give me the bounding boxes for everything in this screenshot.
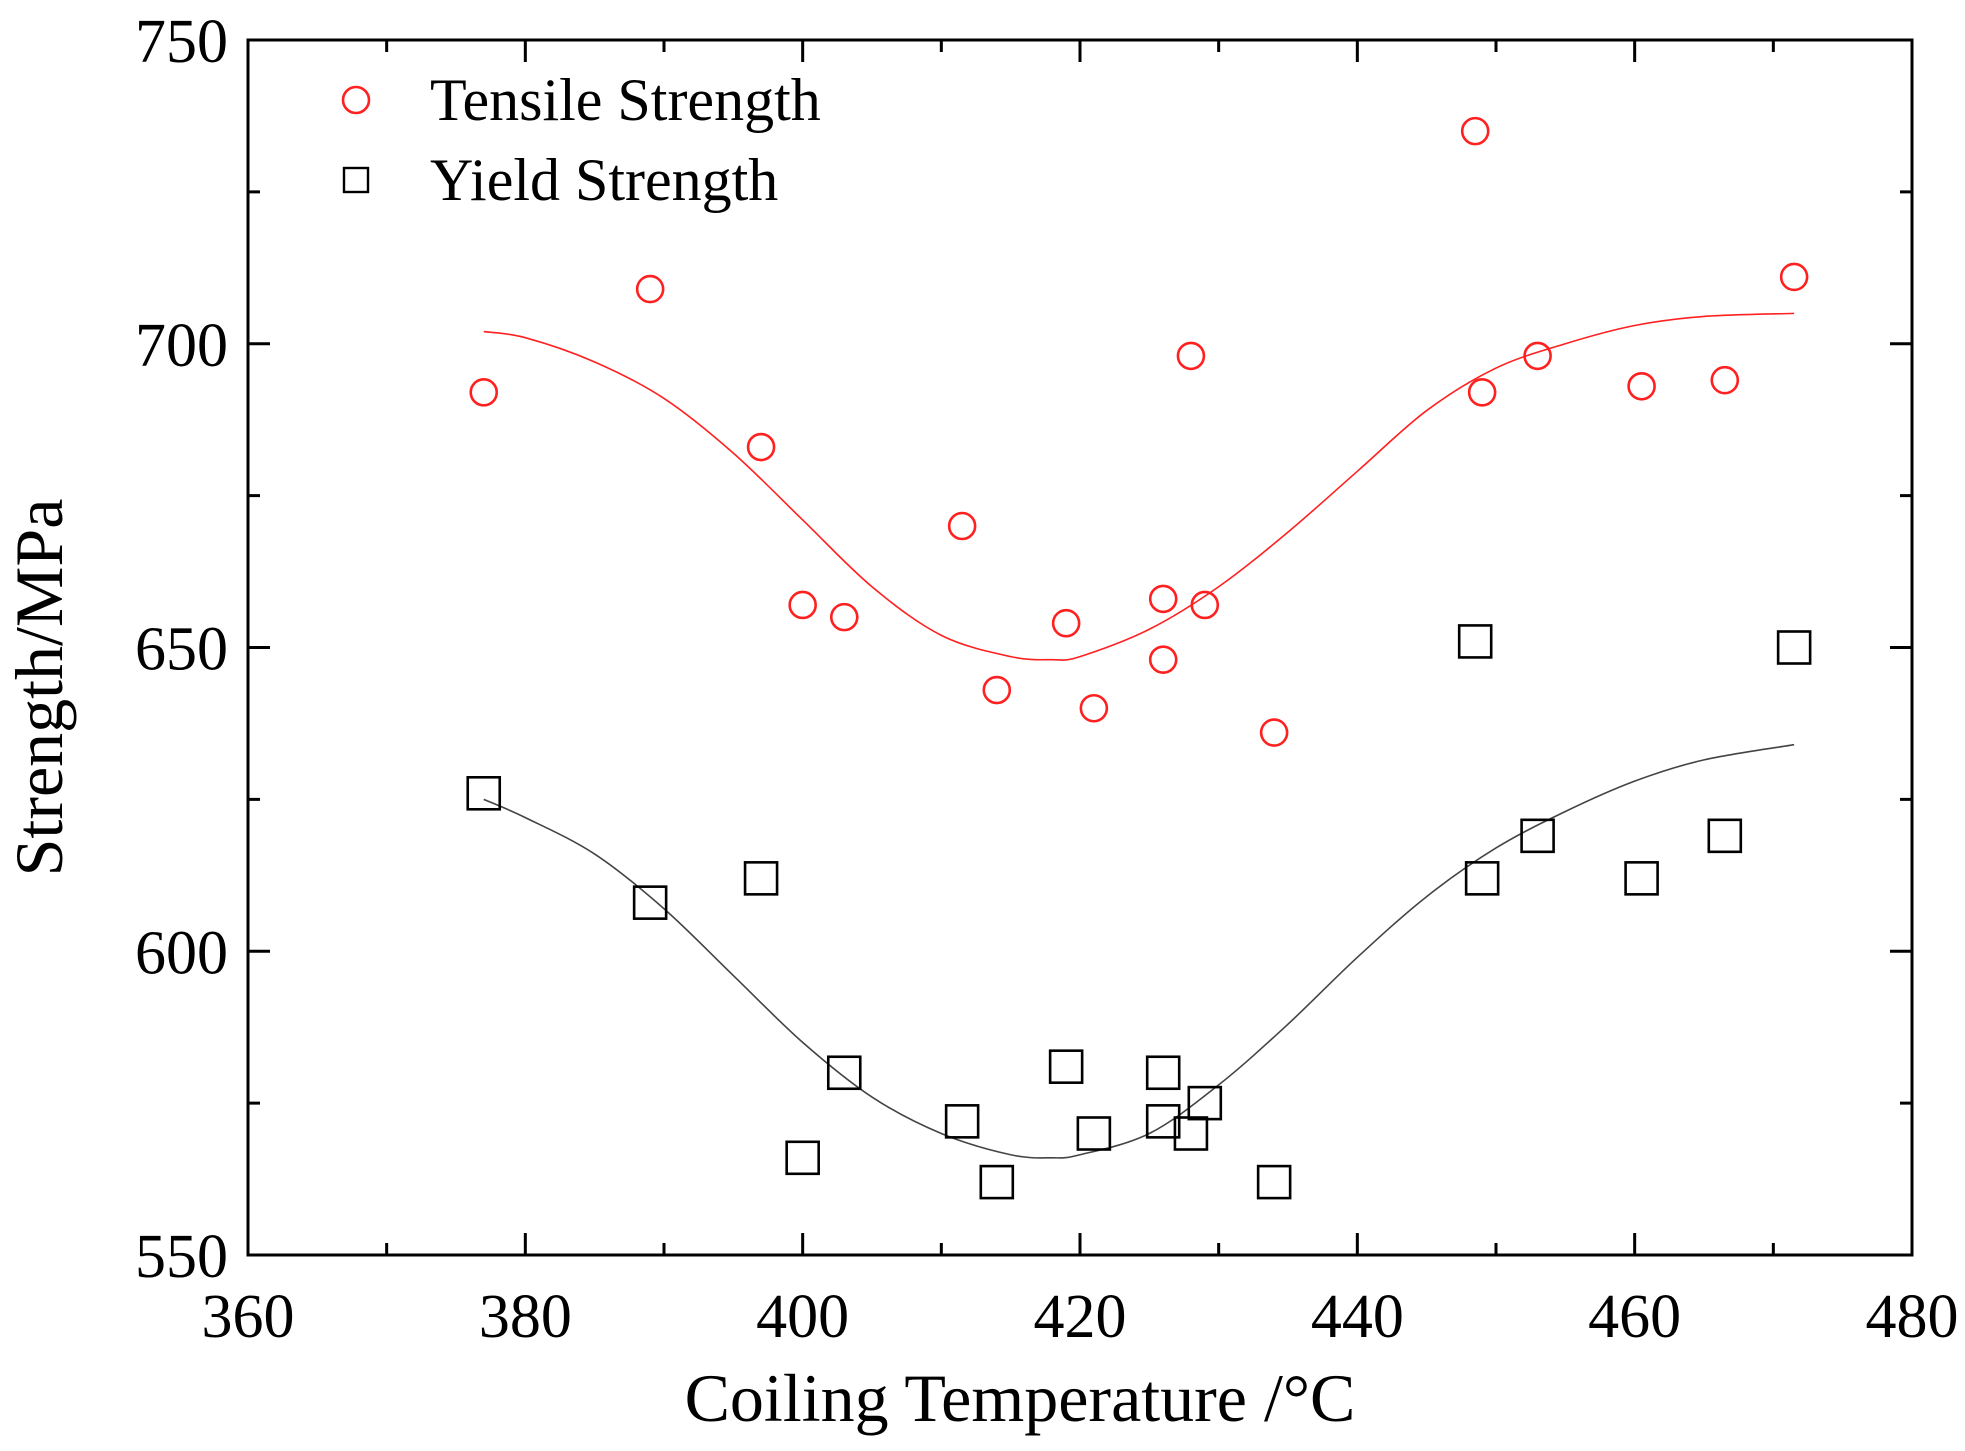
tensile-strength-point: [1627, 371, 1656, 401]
yield-strength-point: [1776, 630, 1812, 665]
tensile-strength-point: [635, 274, 665, 304]
x-tick-label: 420: [1034, 1283, 1127, 1351]
yield-strength-point: [632, 885, 668, 920]
x-tick-label: 460: [1588, 1283, 1681, 1351]
tensile-strength-point: [1190, 590, 1220, 620]
yield-strength-point: [826, 1055, 862, 1091]
tensile-strength-point: [1460, 116, 1490, 146]
y-axis-title: Strength/MPa: [1, 499, 77, 877]
tensile-strength-point: [947, 511, 977, 541]
x-tick-label: 440: [1311, 1283, 1404, 1351]
x-tick-label: 360: [202, 1283, 295, 1351]
x-tick-label: 400: [756, 1283, 849, 1351]
tensile-strength-point: [1148, 645, 1178, 674]
y-tick-label: 700: [135, 312, 228, 380]
tensile-strength-point: [1079, 693, 1109, 723]
legend-label: Tensile Strength: [430, 67, 821, 133]
tensile-strength-point: [1523, 341, 1552, 371]
yield-fit-curve: [483, 743, 1795, 1159]
tensile-strength-point: [982, 675, 1012, 705]
x-tick-label: 380: [479, 1283, 572, 1351]
y-tick-label: 600: [135, 919, 228, 987]
yield-strength-point: [1256, 1164, 1292, 1200]
tensile-strength-point: [829, 602, 859, 632]
plot-frame: [246, 38, 1914, 1257]
tensile-strength-point: [1148, 584, 1178, 614]
yield-strength-point: [1173, 1116, 1209, 1151]
yield-strength-point: [979, 1164, 1015, 1200]
y-tick-label: 750: [135, 8, 228, 76]
tensile-strength-point: [788, 590, 817, 620]
yield-strength-point: [1464, 861, 1500, 896]
x-axis-title: Coiling Temperature /°C: [685, 1360, 1356, 1436]
yield-strength-point: [1076, 1116, 1112, 1151]
tensile-strength-point: [746, 432, 776, 462]
tensile-strength-point: [1051, 608, 1081, 638]
yield-strength-point: [1520, 818, 1555, 854]
yield-strength-point: [743, 861, 779, 896]
legend-circle-marker: [341, 85, 371, 115]
tensile-strength-point: [469, 378, 499, 407]
yield-strength-point: [1624, 861, 1659, 896]
y-tick-label: 650: [135, 616, 228, 684]
tensile-strength-point: [1259, 718, 1289, 747]
tensile-fit-curve: [483, 312, 1795, 661]
fit-curves: [483, 312, 1795, 1159]
legend-label: Yield Strength: [430, 147, 778, 213]
tick-labels: 360 380 400 420 440 460 480 550 600 650 700 750: [135, 8, 1959, 1351]
legend: Tensile Strength Yield Strength: [341, 67, 821, 213]
yield-strength-point: [1707, 818, 1743, 854]
yield-strength-point: [1048, 1049, 1084, 1084]
yield-strength-point: [466, 775, 502, 811]
y-tick-label: 550: [135, 1223, 228, 1291]
yield-strength-point: [1145, 1055, 1181, 1091]
yield-strength-point: [785, 1140, 820, 1176]
yield-strength-point: [1187, 1085, 1223, 1121]
axis-ticks: [246, 38, 1914, 1257]
data-points: [466, 116, 1812, 1200]
yield-strength-point: [1145, 1104, 1181, 1139]
tensile-strength-point: [1176, 341, 1206, 371]
tensile-strength-point: [1710, 365, 1740, 395]
legend-square-marker: [342, 166, 370, 194]
tensile-strength-point: [1779, 262, 1809, 292]
yield-strength-point: [944, 1104, 980, 1139]
tensile-strength-point: [1467, 378, 1497, 407]
yield-strength-point: [1457, 624, 1493, 659]
x-tick-label: 480: [1866, 1283, 1959, 1351]
